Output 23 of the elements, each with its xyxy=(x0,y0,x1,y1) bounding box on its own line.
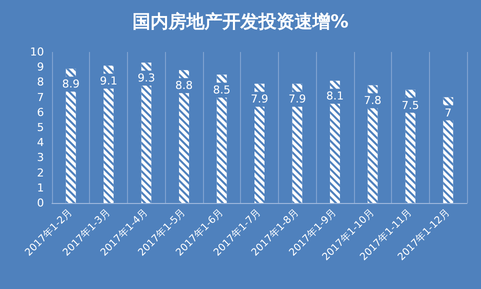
y-tick-label: 4 xyxy=(37,136,44,150)
data-label: 9.3 xyxy=(138,72,156,85)
y-tick-label: 7 xyxy=(37,90,44,104)
y-tick-label: 9 xyxy=(37,60,44,74)
y-tick-label: 6 xyxy=(37,106,44,119)
data-label: 9.1 xyxy=(100,74,118,88)
data-label: 7.9 xyxy=(288,92,306,106)
y-tick-label: 1 xyxy=(37,181,44,194)
y-tick-label: 10 xyxy=(30,46,44,58)
data-label: 7.8 xyxy=(364,94,382,108)
data-label: 7.5 xyxy=(402,98,420,112)
data-label: 7.9 xyxy=(250,92,268,106)
data-label: 8.1 xyxy=(326,90,344,103)
y-tick-label: 5 xyxy=(37,121,44,134)
data-label: 8.5 xyxy=(213,84,231,97)
data-label: 8.9 xyxy=(62,78,80,91)
data-label: 8.8 xyxy=(175,79,193,92)
data-label: 7 xyxy=(444,106,452,120)
y-tick-label: 0 xyxy=(37,196,44,210)
chart-title: 国内房地产开发投资速增% xyxy=(132,12,349,32)
y-tick-label: 2 xyxy=(37,166,44,180)
y-tick-label: 3 xyxy=(37,151,44,164)
y-tick-label: 8 xyxy=(37,76,44,89)
